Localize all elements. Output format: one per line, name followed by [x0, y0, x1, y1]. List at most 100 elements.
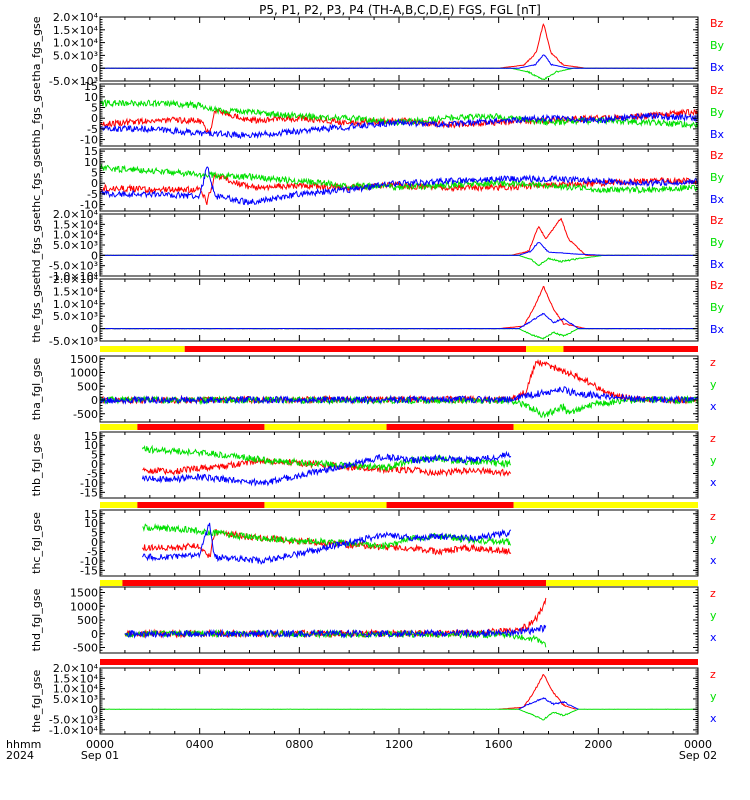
y-tick-label: -5.0×10³ — [49, 714, 98, 727]
y-tick-label: 0 — [91, 249, 98, 262]
legend-Bz: Bz — [710, 84, 724, 97]
x-tick-label: 0800 — [285, 738, 313, 751]
y-axis-label: thb_fgs_gse — [30, 82, 43, 148]
x-tick-label: 2000 — [584, 738, 612, 751]
y-tick-label: 5.0×10³ — [53, 239, 98, 252]
y-tick-label: -5.0×10³ — [49, 75, 98, 88]
y-tick-label: -10 — [80, 477, 98, 490]
legend-Bz: Bz — [710, 214, 724, 227]
series-line-thd_fgs_gse-Bx — [100, 242, 698, 256]
legend-Bx: Bx — [710, 323, 725, 336]
legend-Bx: Bx — [710, 258, 725, 271]
mode-bar-segment-yellow — [100, 424, 138, 430]
y-tick-label: 0 — [91, 112, 98, 125]
mode-bar-segment-red — [563, 346, 698, 352]
y-tick-label: 10 — [84, 91, 98, 104]
y-tick-label: 10 — [84, 517, 98, 530]
legend-z: z — [710, 668, 716, 681]
legend-x: x — [710, 476, 717, 489]
y-tick-label: 5.0×10³ — [53, 49, 98, 62]
mode-bar-segment-yellow — [513, 424, 698, 430]
y-tick-label: -1.0×10⁴ — [49, 270, 99, 283]
legend-x: x — [710, 554, 717, 567]
y-tick-label: 5.0×10³ — [53, 310, 98, 323]
y-tick-label: 5.0×10³ — [53, 693, 98, 706]
panel-the_fgl_gse: -1.0×10⁴-5.0×10³05.0×10³1.0×10⁴1.5×10⁴2.… — [30, 662, 717, 737]
y-tick-label: 15 — [84, 80, 98, 93]
series-line-thd_fgs_gse-Bz — [100, 217, 698, 256]
mode-bar-segment-yellow — [513, 502, 698, 508]
panel-thd_fgs_gse: -1.0×10⁴-5.0×10³05.0×10³1.0×10⁴1.5×10⁴2.… — [30, 208, 725, 283]
mode-bar-segment-yellow — [100, 346, 185, 352]
y-tick-label: 1.5×10⁴ — [53, 285, 99, 298]
panels: -5.0×10³05.0×10³1.0×10⁴1.5×10⁴2.0×10⁴tha… — [30, 11, 725, 737]
y-tick-label: 1500 — [70, 353, 98, 366]
y-tick-label: 0 — [91, 458, 98, 471]
y-tick-label: 0 — [91, 177, 98, 190]
panel-frame — [99, 667, 699, 735]
y-axis-label: tha_fgs_gse — [30, 16, 43, 81]
legend-x: x — [710, 631, 717, 644]
mode-bar-segment-red — [386, 502, 514, 508]
series-line-thd_fgl_gse-x — [124, 624, 547, 639]
y-tick-label: 500 — [77, 380, 98, 393]
y-tick-label: 1500 — [70, 587, 98, 600]
series-line-tha_fgl_gse-x — [100, 386, 698, 405]
y-tick-label: 15 — [84, 430, 98, 443]
series-line-the_fgl_gse-z — [498, 673, 576, 710]
y-tick-label: 0 — [91, 394, 98, 407]
y-axis-label: thd_fgs_gse — [30, 212, 43, 278]
legend-By: By — [710, 171, 725, 184]
legend-x: x — [710, 400, 717, 413]
series-line-the_fgl_gse-y — [100, 708, 698, 721]
y-tick-label: 15 — [84, 508, 98, 521]
y-tick-label: -5 — [87, 545, 98, 558]
legend-y: y — [710, 378, 717, 391]
series-line-thb_fgs_gse-Bx — [100, 111, 698, 140]
y-tick-label: -15 — [80, 564, 98, 577]
y-tick-label: 0 — [91, 323, 98, 336]
y-tick-label: -10 — [80, 555, 98, 568]
legend-Bx: Bx — [710, 128, 725, 141]
series-line-thd_fgs_gse-By — [100, 254, 698, 267]
legend-z: z — [710, 356, 716, 369]
mode-bar-segment-red — [122, 580, 547, 586]
plot-title: P5, P1, P2, P3, P4 (TH-A,B,C,D,E) FGS, F… — [259, 3, 541, 17]
y-axis-label: tha_fgl_gse — [30, 358, 43, 421]
x-tick-label: 1600 — [485, 738, 513, 751]
y-axis-label: thc_fgs_gse — [30, 148, 43, 213]
panel-frame — [99, 509, 699, 577]
series-line-thc_fgs_gse-By — [100, 163, 698, 195]
y-tick-label: 0 — [91, 62, 98, 75]
panel-frame — [99, 278, 699, 342]
time-axis-row-label-hhmm: hhmm — [6, 738, 41, 751]
legend-z: z — [710, 432, 716, 445]
y-tick-label: 1.5×10⁴ — [53, 672, 99, 685]
panel-frame — [99, 355, 699, 423]
y-tick-label: -5 — [87, 123, 98, 136]
series-line-the_fgs_gse-Bz — [100, 285, 698, 330]
y-tick-label: 1.5×10⁴ — [53, 218, 99, 231]
x-tick-date: Sep 01 — [81, 749, 119, 762]
y-axis-label: the_fgl_gse — [30, 670, 43, 733]
legend-x: x — [710, 712, 717, 725]
mode-bar-segment-red — [386, 424, 514, 430]
y-tick-label: -5.0×10³ — [49, 260, 98, 273]
mode-bar-segment-yellow — [100, 502, 138, 508]
series-line-tha_fgs_gse-Bz — [100, 23, 698, 69]
y-tick-label: -500 — [73, 408, 98, 421]
y-tick-label: 10 — [84, 439, 98, 452]
legend-Bx: Bx — [710, 61, 725, 74]
x-tick-label: 0000 — [684, 738, 712, 751]
legend-Bz: Bz — [710, 149, 724, 162]
y-tick-label: -5 — [87, 188, 98, 201]
y-tick-label: 1000 — [70, 367, 98, 380]
mode-bar-segment-yellow — [546, 580, 698, 586]
series-line-thc_fgl_gse-x — [141, 522, 512, 565]
